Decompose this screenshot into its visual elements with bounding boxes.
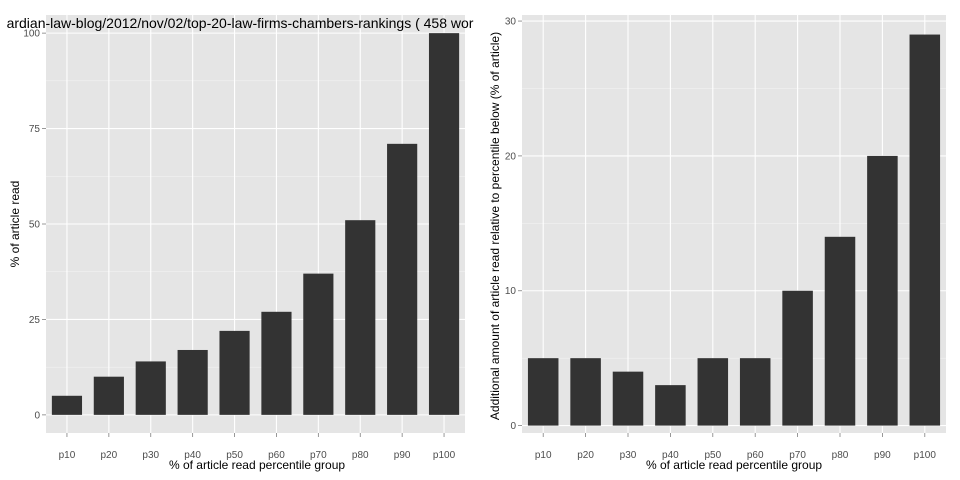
bar-p60 <box>739 358 771 426</box>
x-tick-label: p70 <box>789 450 806 461</box>
y-tick-label: 30 <box>505 17 517 28</box>
bar-p40 <box>655 385 686 426</box>
y-tick-label: 20 <box>505 151 517 162</box>
x-tick-label: p10 <box>535 450 552 461</box>
y-tick-label: 75 <box>29 124 41 135</box>
x-tick-label: p40 <box>184 450 201 461</box>
chart-title: ardian-law-blog/2012/nov/02/top-20-law-f… <box>7 15 474 31</box>
bar-p90 <box>867 155 898 426</box>
bar-p100 <box>428 33 460 415</box>
bar-p50 <box>697 358 729 426</box>
y-axis-label: Additional amount of article read relati… <box>488 32 502 420</box>
x-tick-label: p30 <box>142 450 159 461</box>
x-tick-label: p90 <box>874 450 891 461</box>
bar-p30 <box>135 361 166 415</box>
bar-p80 <box>824 236 856 426</box>
bar-p90 <box>387 143 418 415</box>
bar-p30 <box>612 371 644 426</box>
x-tick-label: p60 <box>268 450 285 461</box>
x-tick-label: p30 <box>620 450 637 461</box>
x-tick-label: p10 <box>59 450 76 461</box>
y-axis-label: % of article read <box>8 181 22 268</box>
y-tick-label: 0 <box>34 410 40 421</box>
bar-p10 <box>51 395 83 415</box>
x-tick-label: p100 <box>433 450 456 461</box>
bar-p50 <box>219 330 250 415</box>
bar-p80 <box>345 220 376 415</box>
x-tick-label: p20 <box>577 450 594 461</box>
x-tick-label: p50 <box>226 450 243 461</box>
y-tick-label: 100 <box>23 29 40 40</box>
x-tick-label: p20 <box>101 450 118 461</box>
x-tick-label: p80 <box>832 450 849 461</box>
x-tick-label: p40 <box>662 450 679 461</box>
bar-p100 <box>909 34 941 426</box>
bar-p70 <box>782 290 813 426</box>
bar-p70 <box>303 273 334 415</box>
x-axis-label: % of article read percentile group <box>646 458 822 472</box>
y-tick-label: 0 <box>510 421 516 432</box>
bar-p40 <box>177 349 208 415</box>
x-tick-label: p70 <box>310 450 327 461</box>
chart-left: 0 25 50 75 100 p10 p20 p30 p40 p50 p60 p70 p80 p90 p10… <box>7 15 474 472</box>
x-tick-label: p60 <box>747 450 764 461</box>
y-tick-label: 25 <box>29 315 41 326</box>
x-tick-label: p80 <box>352 450 369 461</box>
bar-p20 <box>93 376 124 415</box>
x-tick-label: p100 <box>914 450 937 461</box>
x-tick-label: p90 <box>394 450 411 461</box>
x-axis-label: % of article read percentile group <box>169 458 345 472</box>
x-tick-label: p50 <box>704 450 721 461</box>
y-tick-label: 10 <box>505 286 517 297</box>
bar-p60 <box>261 311 292 415</box>
bar-p20 <box>570 358 601 426</box>
bar-p10 <box>527 358 559 426</box>
chart-right: 0 10 20 30 p10 p20 p30 p40 p50 p60 p70 p80 p90 p100 % … <box>488 15 946 472</box>
y-tick-label: 50 <box>29 220 41 231</box>
